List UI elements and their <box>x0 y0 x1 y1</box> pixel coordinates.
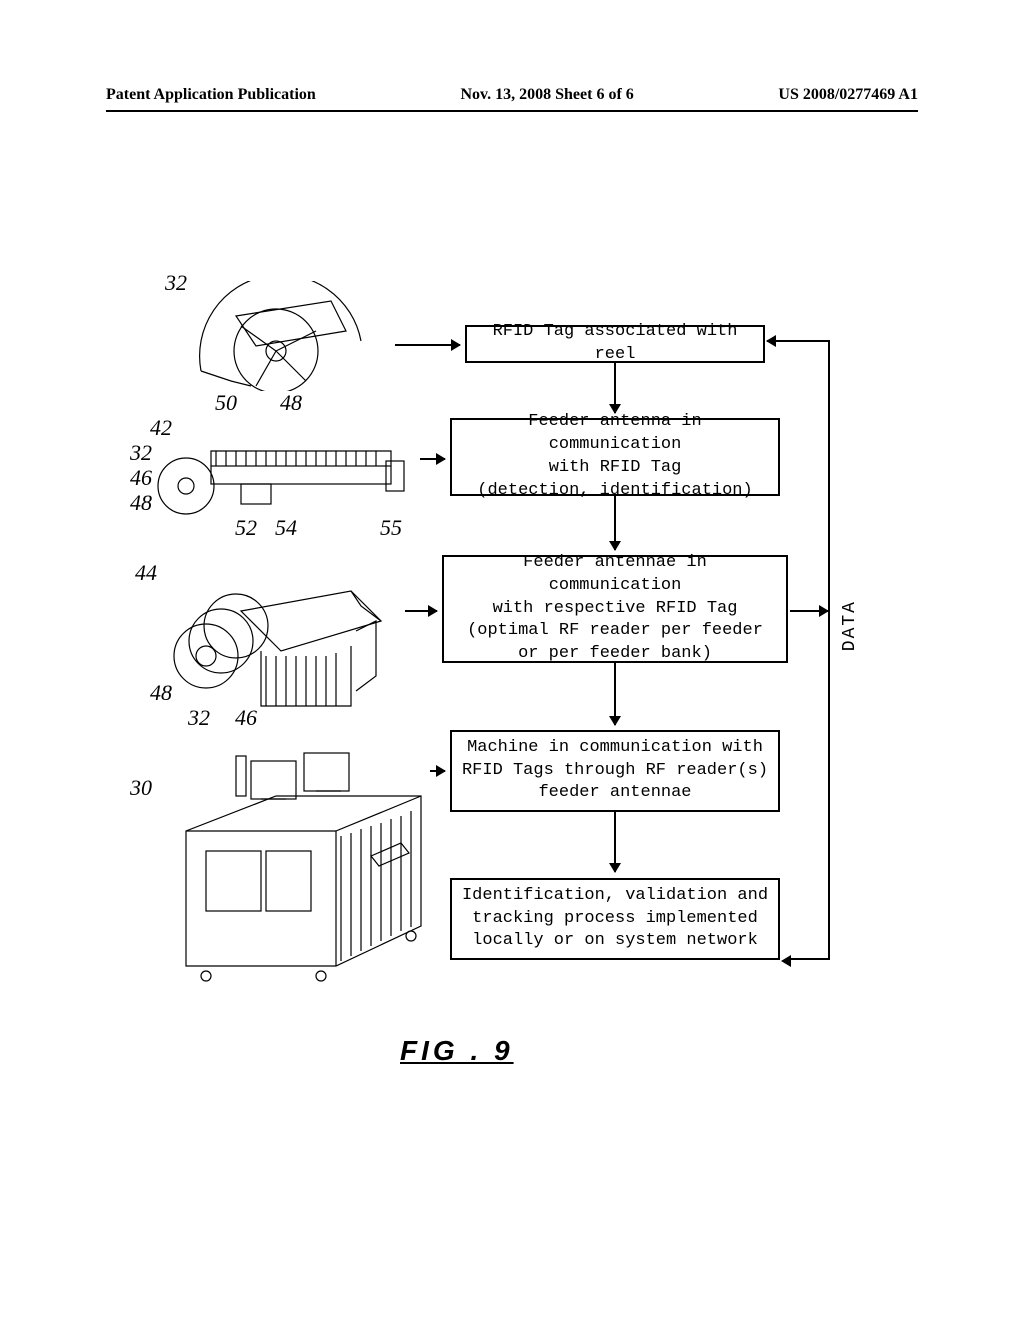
flow-box-3-text: Feeder antennae in communication with re… <box>452 552 778 667</box>
figure-caption: FIG . 9 <box>400 1035 514 1067</box>
reel-illustration <box>160 280 390 390</box>
header-right: US 2008/0277469 A1 <box>778 86 918 104</box>
flow-box-1-text: RFID Tag associated with reel <box>475 321 755 367</box>
flow-box-2: Feeder antenna in communication with RFI… <box>450 418 780 496</box>
feeder-illustration <box>140 435 420 525</box>
flow-box-2-text: Feeder antenna in communication with RFI… <box>460 411 770 503</box>
data-bracket <box>790 340 830 960</box>
ref-42: 42 <box>150 415 172 441</box>
header-center: Nov. 13, 2008 Sheet 6 of 6 <box>460 86 633 104</box>
ref-30: 30 <box>130 775 152 801</box>
ref-32-feeder: 32 <box>130 440 152 466</box>
ref-54: 54 <box>275 515 297 541</box>
header-left: Patent Application Publication <box>106 86 316 104</box>
ref-50: 50 <box>215 390 237 416</box>
arrow-b1-b2 <box>614 363 616 413</box>
flow-box-5: Identification, validation and tracking … <box>450 878 780 960</box>
arrow-b2-b3 <box>614 496 616 550</box>
ref-48-reel: 48 <box>280 390 302 416</box>
arrow-b4-b5 <box>614 812 616 872</box>
arrow-ill2-b2 <box>420 458 445 460</box>
arrow-ill4-b4 <box>430 770 445 772</box>
page-header: Patent Application Publication Nov. 13, … <box>106 86 918 104</box>
arrow-ill3-b3 <box>405 610 437 612</box>
flow-box-4: Machine in communication with RFID Tags … <box>450 730 780 812</box>
ref-46-feeder: 46 <box>130 465 152 491</box>
flow-box-1: RFID Tag associated with reel <box>465 325 765 363</box>
bracket-mid-connector <box>790 610 828 612</box>
ref-48-feeder: 48 <box>130 490 152 516</box>
ref-52: 52 <box>235 515 257 541</box>
arrow-ill1-b1 <box>395 344 460 346</box>
data-vertical-label: DATA <box>840 600 860 651</box>
flow-box-3: Feeder antennae in communication with re… <box>442 555 788 663</box>
arrow-b3-b4 <box>614 663 616 725</box>
header-rule <box>106 110 918 112</box>
ref-48-bank: 48 <box>150 680 172 706</box>
feeder-bank-illustration <box>150 560 400 710</box>
bracket-arrow-bottom <box>782 960 792 962</box>
ref-46-bank: 46 <box>235 705 257 731</box>
flow-box-5-text: Identification, validation and tracking … <box>462 885 768 954</box>
flow-box-4-text: Machine in communication with RFID Tags … <box>462 737 768 806</box>
ref-55: 55 <box>380 515 402 541</box>
ref-32-bank: 32 <box>188 705 210 731</box>
bracket-arrow-top <box>767 340 792 342</box>
ref-44: 44 <box>135 560 157 586</box>
figure-9: 32 50 48 42 32 46 48 52 54 55 <box>130 280 910 1020</box>
machine-illustration <box>165 740 430 990</box>
ref-32-reel: 32 <box>165 270 187 296</box>
